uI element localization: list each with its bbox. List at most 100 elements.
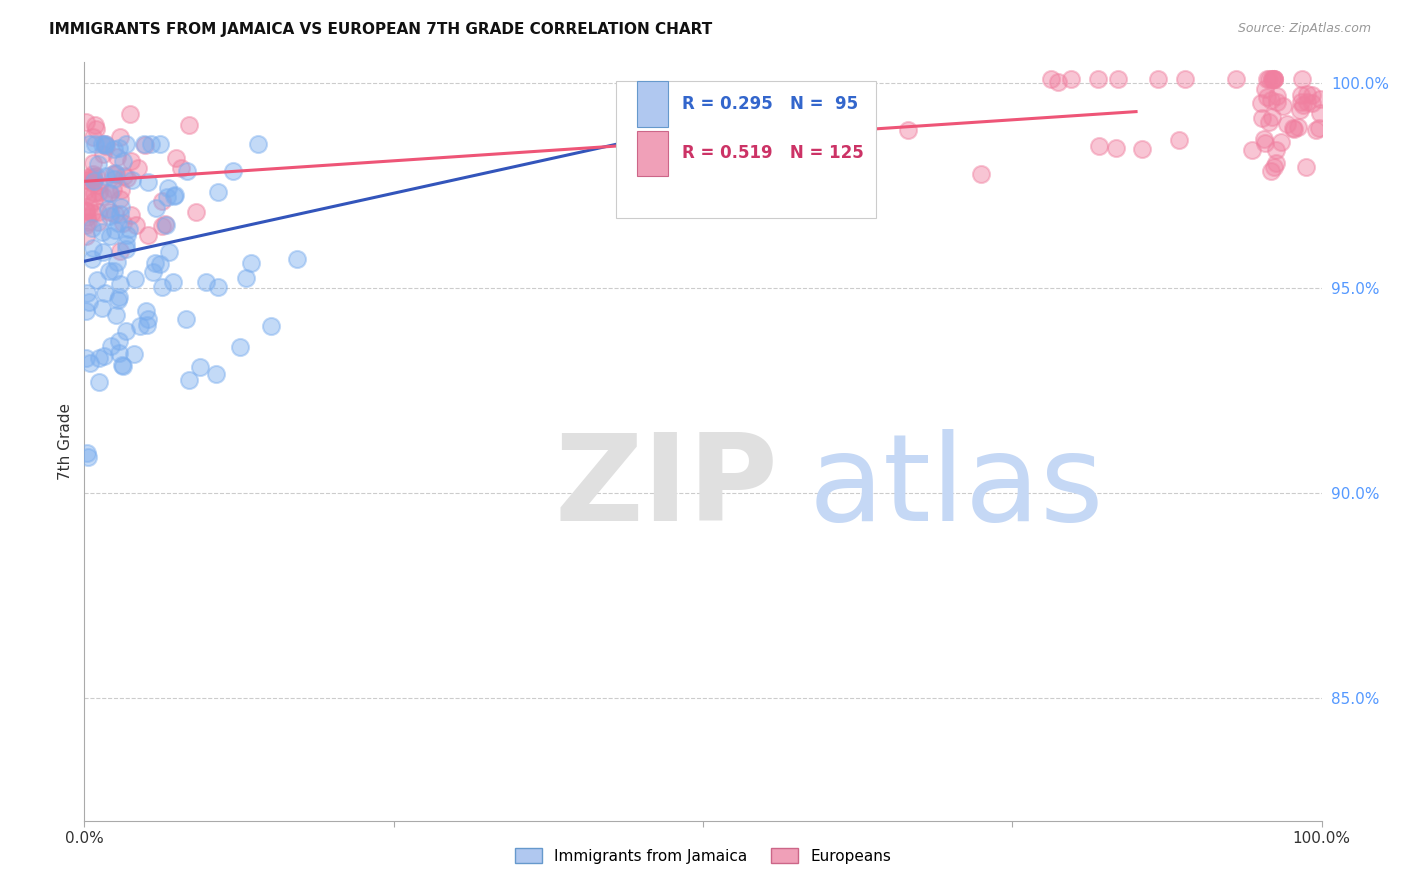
Point: [91, 301, 114, 315]
Point: [1295, 87, 1317, 101]
Point: [135, 304, 157, 318]
Point: [75, 351, 97, 365]
Point: [1105, 141, 1128, 155]
Point: [163, 188, 186, 202]
Point: [1257, 71, 1279, 86]
Point: [285, 252, 308, 267]
Point: [87, 186, 110, 200]
Point: [824, 98, 846, 112]
Point: [139, 137, 162, 152]
Point: [149, 137, 172, 152]
Point: [1286, 120, 1309, 134]
Point: [260, 319, 283, 334]
Point: [77, 295, 100, 310]
Point: [125, 218, 148, 232]
Point: [82, 252, 104, 267]
Point: [1254, 136, 1277, 150]
Point: [222, 164, 245, 178]
Point: [84, 118, 107, 132]
Point: [94, 285, 117, 300]
Point: [75, 218, 97, 232]
Point: [1260, 164, 1282, 178]
Point: [162, 275, 184, 289]
Point: [91, 244, 114, 259]
Point: [1250, 95, 1272, 110]
Point: [103, 142, 125, 156]
Point: [105, 308, 128, 322]
Point: [98, 209, 121, 223]
Point: [143, 256, 166, 270]
Point: [98, 186, 121, 201]
Point: [149, 257, 172, 271]
Point: [1254, 81, 1277, 95]
Point: [75, 115, 97, 129]
Point: [176, 164, 198, 178]
Point: [82, 169, 104, 184]
Point: [89, 375, 111, 389]
Point: [1289, 95, 1312, 109]
Point: [246, 137, 269, 152]
Point: [117, 222, 139, 236]
Point: [90, 137, 112, 152]
Point: [135, 318, 157, 333]
Point: [82, 172, 104, 186]
Point: [91, 189, 114, 203]
Point: [1087, 71, 1109, 86]
Point: [87, 156, 110, 170]
Point: [107, 216, 129, 230]
Point: [706, 150, 728, 164]
Point: [115, 171, 138, 186]
Point: [848, 96, 870, 111]
Point: [112, 169, 135, 184]
Point: [138, 227, 160, 242]
Point: [127, 161, 149, 176]
Point: [76, 285, 98, 300]
Point: [114, 137, 136, 152]
Point: [97, 186, 120, 200]
Point: [84, 169, 107, 183]
Point: [100, 204, 122, 219]
Point: [104, 223, 127, 237]
Point: [1107, 71, 1129, 86]
Point: [194, 276, 217, 290]
Point: [1309, 92, 1331, 106]
Point: [240, 255, 263, 269]
Point: [103, 264, 125, 278]
Point: [1039, 71, 1062, 86]
Text: ZIP: ZIP: [554, 428, 779, 546]
Point: [207, 186, 229, 200]
Point: [1270, 135, 1292, 149]
Point: [1264, 156, 1286, 170]
Point: [75, 304, 97, 318]
Point: [1291, 71, 1313, 86]
Point: [75, 202, 97, 217]
Point: [897, 122, 920, 136]
Point: [190, 359, 212, 374]
Point: [174, 312, 197, 326]
Point: [98, 228, 121, 243]
Point: [100, 339, 122, 353]
Point: [1261, 110, 1284, 124]
Point: [1282, 120, 1305, 135]
Point: [205, 367, 228, 381]
Point: [155, 219, 177, 233]
Point: [1088, 138, 1111, 153]
Point: [170, 161, 193, 175]
Point: [1263, 160, 1285, 174]
Point: [79, 356, 101, 370]
Text: Source: ZipAtlas.com: Source: ZipAtlas.com: [1237, 22, 1371, 36]
Point: [108, 346, 131, 360]
Point: [136, 175, 159, 189]
Point: [1289, 87, 1312, 102]
Point: [77, 201, 100, 215]
Point: [83, 186, 105, 200]
Point: [1263, 71, 1285, 86]
Point: [121, 173, 143, 187]
Legend: Immigrants from Jamaica, Europeans: Immigrants from Jamaica, Europeans: [509, 842, 897, 870]
Text: R = 0.519   N = 125: R = 0.519 N = 125: [682, 145, 863, 162]
Point: [107, 150, 129, 164]
Text: R = 0.295   N =  95: R = 0.295 N = 95: [682, 95, 858, 113]
Point: [97, 202, 120, 216]
Point: [75, 183, 97, 197]
Point: [108, 192, 131, 206]
